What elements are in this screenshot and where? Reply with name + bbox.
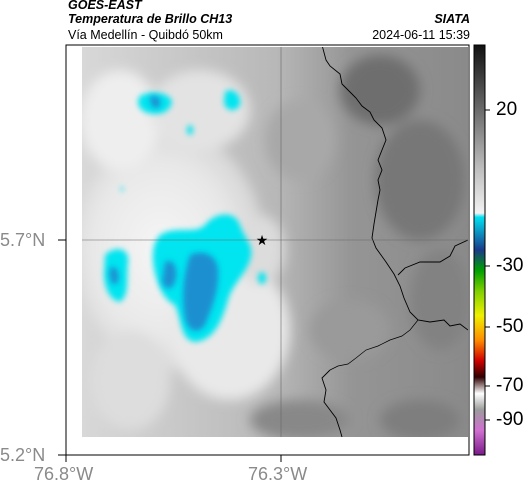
colorbar-tick-label: -50 xyxy=(496,316,524,337)
admin-border xyxy=(322,47,468,331)
colorbar-tick-label: 20 xyxy=(496,99,518,120)
brightness-temperature-image xyxy=(82,47,468,437)
product-title: Temperatura de Brillo CH13 xyxy=(68,12,233,26)
route-subtitle: Vía Medellín - Quibdó 50km xyxy=(68,28,223,42)
colorbar xyxy=(473,44,486,456)
star-marker: ★ xyxy=(256,233,269,249)
lat-label: 5.7°N xyxy=(0,230,46,250)
datetime-label: 2024-06-11 15:39 xyxy=(372,28,470,42)
admin-border xyxy=(321,369,343,437)
colorbar-tick-label: -70 xyxy=(496,375,524,396)
colorbar-tick-label: -30 xyxy=(496,255,524,276)
satellite-title: GOES-EAST xyxy=(68,0,142,12)
colorbar-tick-label: -90 xyxy=(496,409,524,430)
org-label: SIATA xyxy=(434,12,470,26)
lat-label: 5.2°N xyxy=(0,445,46,465)
admin-border xyxy=(329,319,419,371)
admin-border xyxy=(397,239,468,276)
lon-label: 76.8°W xyxy=(34,464,94,484)
lon-label: 76.3°W xyxy=(248,464,308,484)
